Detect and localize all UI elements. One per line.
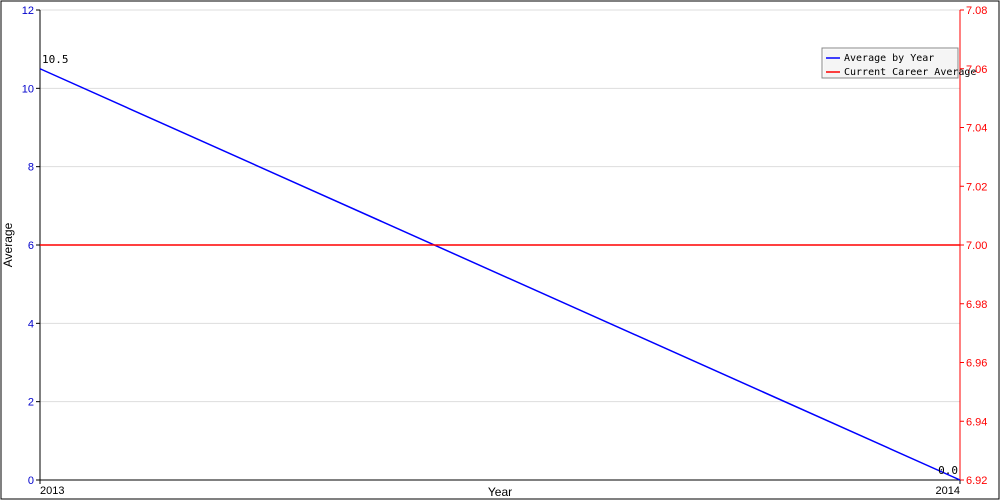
y-left-tick-label: 0: [28, 475, 34, 487]
y-right-tick-label: 6.96: [966, 358, 987, 370]
y-left-tick-label: 10: [22, 83, 34, 95]
dual-axis-line-chart: 0 2 4 6 8 10 12 6.92 6.94 6.96 6.98 7.00 7.02 7.04 7.0…: [0, 0, 1000, 500]
y-left-tick-label: 4: [28, 318, 34, 330]
y-right-tick-label: 6.98: [966, 299, 987, 311]
y-left-tick-label: 2: [28, 397, 34, 409]
point-label: 10.5: [42, 53, 69, 66]
x-tick-label: 2013: [40, 485, 64, 497]
point-label: 0.0: [938, 464, 958, 477]
y-right-tick-label: 7.02: [966, 181, 987, 193]
y-right-tick-label: 6.94: [966, 416, 987, 428]
x-axis-label: Year: [488, 485, 512, 499]
y-right-tick-label: 7.04: [966, 123, 987, 135]
y-right-tick-label: 7.08: [966, 5, 987, 17]
chart-container: 0 2 4 6 8 10 12 6.92 6.94 6.96 6.98 7.00 7.02 7.04 7.0…: [0, 0, 1000, 500]
legend-label: Average by Year: [844, 53, 934, 64]
y-right-tick-label: 6.92: [966, 475, 987, 487]
y-left-tick-label: 8: [28, 162, 34, 174]
y-left-tick-label: 6: [28, 240, 34, 252]
x-tick-label: 2014: [936, 485, 960, 497]
legend-label: Current Career Average: [844, 67, 976, 78]
y-left-tick-label: 12: [22, 5, 34, 17]
y-right-tick-label: 7.00: [966, 240, 987, 252]
y-axis-label: Average: [1, 222, 15, 267]
